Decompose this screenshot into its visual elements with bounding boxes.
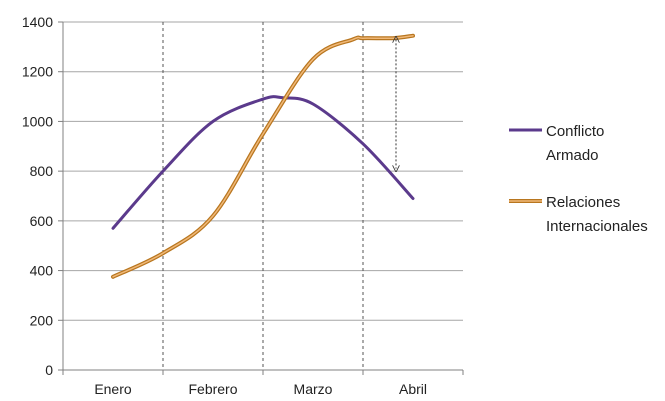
category-dividers	[162, 22, 364, 370]
y-tick-label: 1000	[22, 113, 53, 129]
x-tick-label: Abril	[399, 381, 427, 397]
y-tick-label: 400	[30, 263, 54, 279]
x-tick-label: Febrero	[188, 381, 237, 397]
y-tick-label: 600	[30, 213, 54, 229]
x-tick-label: Enero	[94, 381, 132, 397]
x-tick-label: Marzo	[294, 381, 333, 397]
legend-label: Relaciones	[546, 194, 620, 211]
axes	[58, 21, 464, 375]
legend-label: Armado	[546, 147, 599, 164]
series-line-conflicto-armado	[111, 95, 415, 230]
y-tick-label: 0	[45, 362, 53, 378]
y-tick-label: 1200	[22, 64, 53, 80]
y-tick-label: 1400	[22, 14, 53, 30]
axis-labels: 0 200 400 600 800 1000 1200 1400 Enero Febrero Mar…	[22, 14, 427, 397]
legend-label: Internacionales	[546, 218, 648, 235]
y-tick-label: 200	[30, 312, 54, 328]
series-line-relaciones-internacionales	[112, 34, 414, 278]
legend-label: Conflicto	[546, 123, 604, 140]
series-layer	[111, 33, 415, 279]
legend: Conflicto Armado Relaciones Internacionales	[509, 123, 648, 235]
y-tick-label: 800	[30, 163, 54, 179]
